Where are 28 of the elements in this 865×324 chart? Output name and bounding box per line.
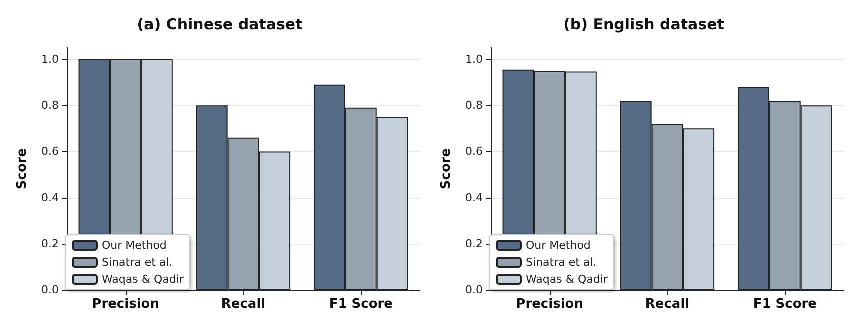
y-tick-label: 0.8 xyxy=(42,99,59,112)
y-tick-label: 0.6 xyxy=(42,145,59,158)
x-tick-label: Precision xyxy=(92,297,160,312)
y-axis-title: Score xyxy=(15,148,30,190)
chart-title: (a) Chinese dataset xyxy=(137,16,303,34)
y-tick-label: 0.4 xyxy=(42,191,59,204)
y-tick-label: 0.8 xyxy=(466,99,483,112)
x-tick-label: Recall xyxy=(645,297,690,312)
legend-label: Waqas & Qadir xyxy=(102,273,184,286)
legend-label: Our Method xyxy=(102,239,167,252)
y-tick-label: 0.6 xyxy=(466,145,483,158)
y-axis-title: Score xyxy=(439,148,454,190)
legend-label: Waqas & Qadir xyxy=(526,273,608,286)
legend-label: Sinatra et al. xyxy=(526,256,597,269)
y-tick-label: 0.2 xyxy=(42,237,59,250)
y-tick-label: 1.0 xyxy=(42,53,59,66)
x-tick-label: Recall xyxy=(221,297,266,312)
y-tick-label: 0.2 xyxy=(466,237,483,250)
y-tick-label: 0.4 xyxy=(466,191,483,204)
y-tick-label: 1.0 xyxy=(466,53,483,66)
legend-label: Sinatra et al. xyxy=(102,256,173,269)
x-tick-label: Precision xyxy=(516,297,584,312)
x-tick-label: F1 Score xyxy=(329,297,394,312)
y-tick-label: 0.0 xyxy=(42,284,59,296)
chart-title: (b) English dataset xyxy=(564,16,724,34)
legend-label: Our Method xyxy=(526,239,591,252)
y-tick-label: 0.0 xyxy=(466,284,483,296)
x-tick-label: F1 Score xyxy=(753,297,818,312)
